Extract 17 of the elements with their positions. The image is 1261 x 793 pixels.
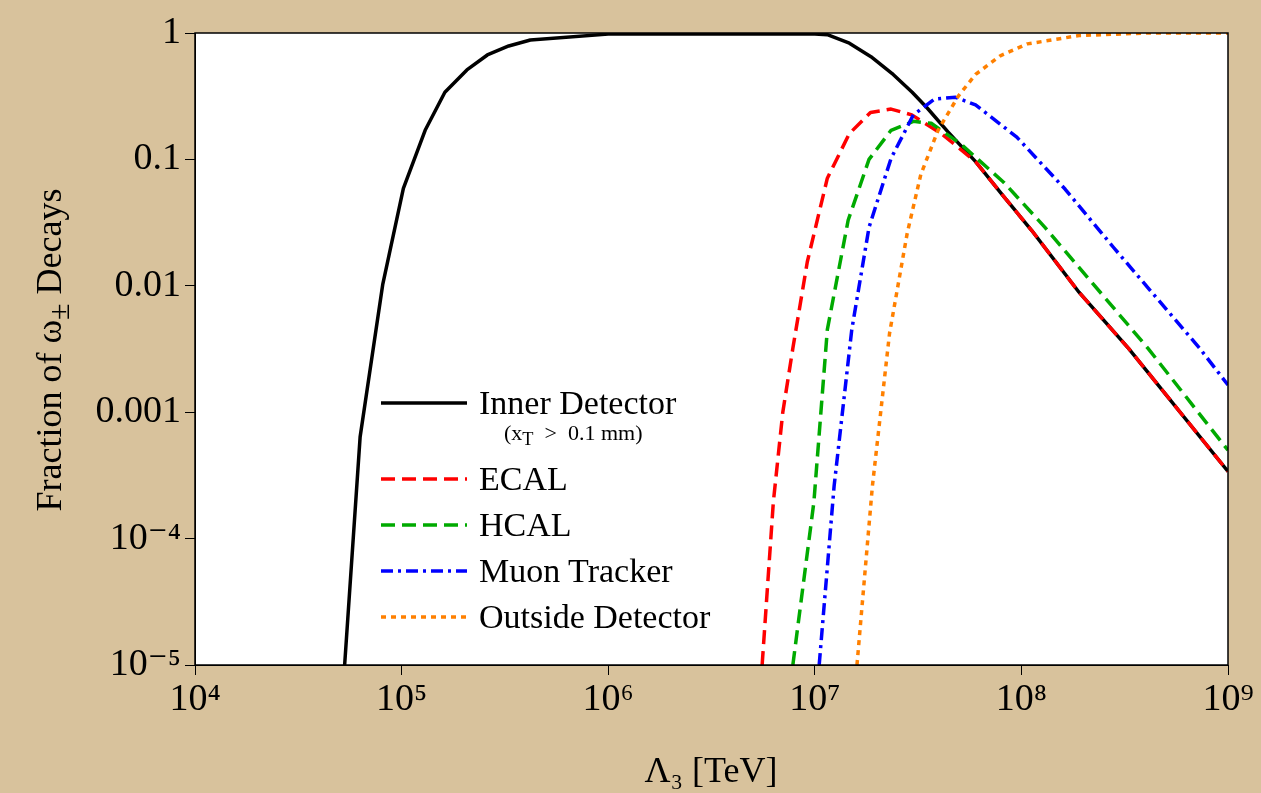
y-tick-label: 0.01 (114, 261, 181, 304)
y-tick-label: 0.001 (95, 388, 181, 431)
y-tick-label: 0.1 (133, 135, 181, 178)
legend-label: HCAL (479, 506, 572, 545)
legend-label: Inner Detector (479, 384, 677, 422)
annotation: (x$_{T}$ > 0.1 mm) (504, 420, 644, 451)
x-tick-label: 10⁹ (1202, 675, 1254, 718)
x-tick-label: 10⁸ (995, 675, 1048, 718)
legend-label: ECAL (479, 460, 568, 499)
y-tick-label: 10⁻⁴ (109, 514, 181, 557)
legend-label: Outside Detector (479, 598, 711, 637)
x-tick-label: 10⁷ (789, 675, 841, 718)
legend-label: Muon Tracker (479, 552, 673, 591)
x-tick-label: 10⁶ (582, 675, 634, 718)
x-tick-label: 10⁵ (375, 675, 428, 718)
x-axis-title: Λ₃ [TeV] (644, 749, 778, 791)
y-tick-label: 1 (162, 8, 181, 51)
